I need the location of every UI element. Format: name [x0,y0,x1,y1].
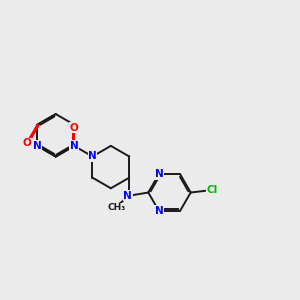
Text: CH₃: CH₃ [107,203,126,212]
Text: N: N [33,141,42,151]
Text: N: N [154,169,163,179]
Text: N: N [123,191,132,201]
Text: O: O [22,138,31,148]
Text: O: O [70,123,79,133]
Text: N: N [88,152,97,161]
Text: N: N [154,206,163,216]
Text: N: N [70,141,79,151]
Text: Cl: Cl [206,185,217,195]
